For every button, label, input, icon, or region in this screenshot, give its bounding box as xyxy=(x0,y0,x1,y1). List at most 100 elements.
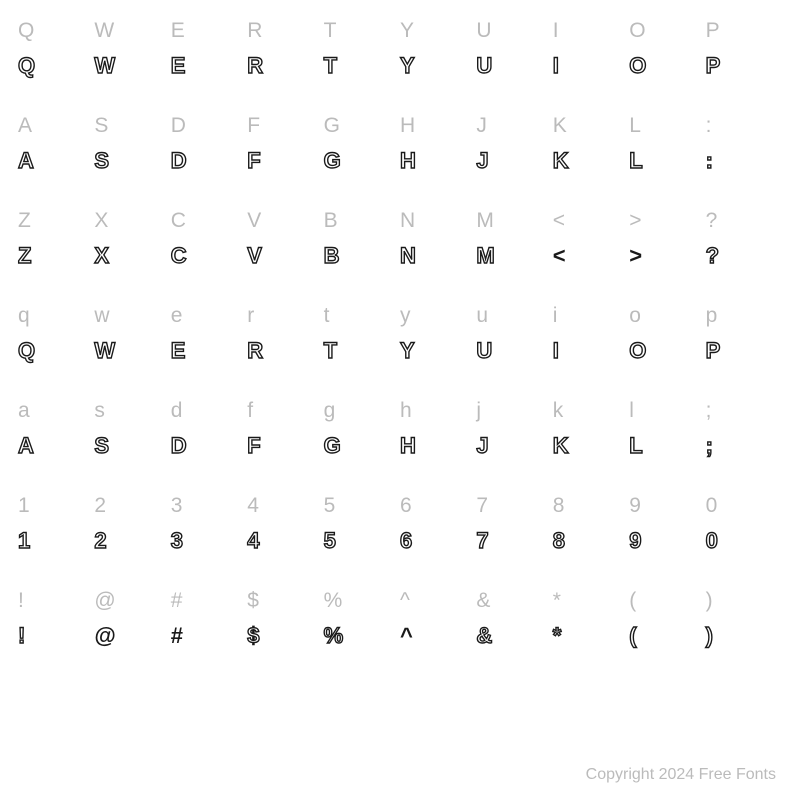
glyph-cell: uU xyxy=(476,303,552,398)
font-glyph: I xyxy=(553,55,559,77)
font-glyph: # xyxy=(171,625,183,647)
glyph-cell: WW xyxy=(94,18,170,113)
reference-char: h xyxy=(400,398,412,435)
glyph-cell: && xyxy=(476,588,552,683)
font-glyph: U xyxy=(476,340,492,362)
glyph-cell: 77 xyxy=(476,493,552,588)
font-glyph: A xyxy=(18,435,34,457)
reference-char: k xyxy=(553,398,564,435)
font-glyph: L xyxy=(629,435,642,457)
glyph-cell: pP xyxy=(706,303,782,398)
reference-char: 8 xyxy=(553,493,565,530)
font-glyph: @ xyxy=(94,625,115,647)
glyph-cell: (( xyxy=(629,588,705,683)
glyph-cell: 33 xyxy=(171,493,247,588)
glyph-cell: hH xyxy=(400,398,476,493)
font-glyph: T xyxy=(324,340,337,362)
reference-char: r xyxy=(247,303,254,340)
font-glyph: : xyxy=(706,150,713,172)
reference-char: B xyxy=(324,208,338,245)
reference-char: U xyxy=(476,18,491,55)
glyph-cell: << xyxy=(553,208,629,303)
reference-char: T xyxy=(324,18,337,55)
reference-char: H xyxy=(400,113,415,150)
reference-char: I xyxy=(553,18,559,55)
reference-char: 2 xyxy=(94,493,106,530)
font-glyph: T xyxy=(324,55,337,77)
glyph-cell: ;; xyxy=(706,398,782,493)
reference-char: C xyxy=(171,208,186,245)
font-glyph: I xyxy=(553,340,559,362)
font-glyph: J xyxy=(476,150,488,172)
reference-char: V xyxy=(247,208,261,245)
font-glyph: A xyxy=(18,150,34,172)
reference-char: e xyxy=(171,303,183,340)
reference-char: a xyxy=(18,398,30,435)
reference-char: ? xyxy=(706,208,718,245)
reference-char: 5 xyxy=(324,493,336,530)
font-glyph: H xyxy=(400,435,416,457)
glyph-cell: rR xyxy=(247,303,323,398)
reference-char: Y xyxy=(400,18,414,55)
glyph-cell: PP xyxy=(706,18,782,113)
reference-char: f xyxy=(247,398,253,435)
font-glyph: D xyxy=(171,435,187,457)
glyph-cell: wW xyxy=(94,303,170,398)
reference-char: 9 xyxy=(629,493,641,530)
reference-char: $ xyxy=(247,588,259,625)
reference-char: D xyxy=(171,113,186,150)
reference-char: w xyxy=(94,303,109,340)
glyph-cell: ^^ xyxy=(400,588,476,683)
glyph-cell: gG xyxy=(324,398,400,493)
glyph-cell: XX xyxy=(94,208,170,303)
font-glyph: P xyxy=(706,340,721,362)
glyph-cell: tT xyxy=(324,303,400,398)
glyph-cell: II xyxy=(553,18,629,113)
glyph-cell: FF xyxy=(247,113,323,208)
glyph-cell: @@ xyxy=(94,588,170,683)
reference-char: d xyxy=(171,398,183,435)
font-glyph: O xyxy=(629,340,646,362)
glyph-cell: 44 xyxy=(247,493,323,588)
reference-char: y xyxy=(400,303,411,340)
font-glyph: K xyxy=(553,435,569,457)
font-glyph: ) xyxy=(706,625,713,647)
glyph-cell: 66 xyxy=(400,493,476,588)
reference-char: o xyxy=(629,303,641,340)
reference-char: p xyxy=(706,303,718,340)
glyph-cell: kK xyxy=(553,398,629,493)
glyph-cell: $$ xyxy=(247,588,323,683)
font-glyph: U xyxy=(476,55,492,77)
glyph-cell: :: xyxy=(706,113,782,208)
glyph-cell: GG xyxy=(324,113,400,208)
reference-char: s xyxy=(94,398,105,435)
glyph-cell: KK xyxy=(553,113,629,208)
font-glyph: V xyxy=(247,245,262,267)
glyph-cell: oO xyxy=(629,303,705,398)
reference-char: M xyxy=(476,208,494,245)
font-glyph: X xyxy=(94,245,109,267)
font-glyph: S xyxy=(94,435,109,457)
character-map-grid: QQWWEERRTTYYUUIIOOPPAASSDDFFGGHHJJKKLL::… xyxy=(18,18,782,683)
glyph-cell: SS xyxy=(94,113,170,208)
font-glyph: Y xyxy=(400,340,415,362)
glyph-cell: eE xyxy=(171,303,247,398)
reference-char: F xyxy=(247,113,260,150)
reference-char: u xyxy=(476,303,488,340)
reference-char: * xyxy=(553,588,561,625)
glyph-cell: TT xyxy=(324,18,400,113)
glyph-cell: qQ xyxy=(18,303,94,398)
reference-char: @ xyxy=(94,588,115,625)
font-glyph: M xyxy=(476,245,494,267)
reference-char: 1 xyxy=(18,493,30,530)
glyph-cell: fF xyxy=(247,398,323,493)
glyph-cell: jJ xyxy=(476,398,552,493)
glyph-cell: ?? xyxy=(706,208,782,303)
font-glyph: L xyxy=(629,150,642,172)
font-glyph: $ xyxy=(247,625,259,647)
font-glyph: S xyxy=(94,150,109,172)
glyph-cell: EE xyxy=(171,18,247,113)
font-glyph: 5 xyxy=(324,530,336,552)
reference-char: P xyxy=(706,18,720,55)
font-glyph: Q xyxy=(18,55,35,77)
